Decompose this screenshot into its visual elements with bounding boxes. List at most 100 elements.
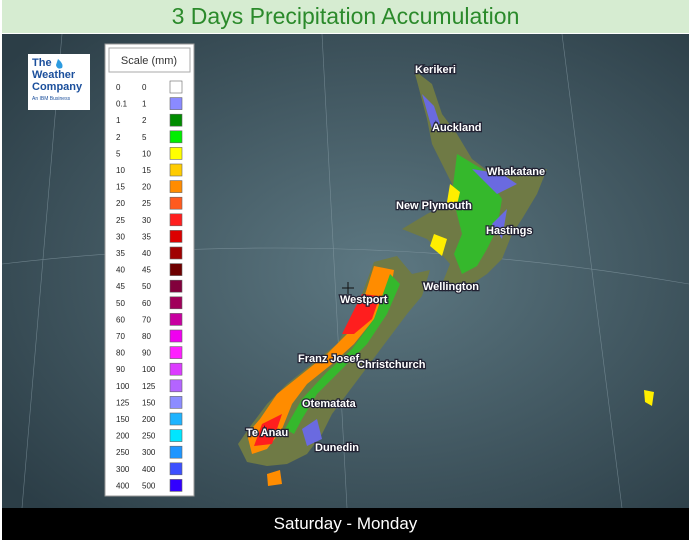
legend-from: 2 bbox=[116, 133, 121, 142]
legend-swatch bbox=[169, 412, 183, 426]
legend-from: 20 bbox=[116, 199, 125, 208]
city-labels: Kerikeri Auckland Whakatane New Plymouth Has… bbox=[245, 63, 547, 456]
legend-swatch bbox=[169, 263, 183, 276]
legend-from: 25 bbox=[116, 216, 125, 225]
legend-to: 45 bbox=[142, 266, 151, 275]
legend-swatch bbox=[169, 429, 183, 442]
legend-to: 30 bbox=[142, 216, 151, 225]
legend-to: 70 bbox=[142, 315, 151, 324]
legend-swatch bbox=[169, 479, 183, 492]
legend-from: 30 bbox=[116, 232, 125, 241]
city-label: Te Anau bbox=[246, 427, 288, 439]
legend-from: 0 bbox=[116, 83, 121, 92]
legend-to: 35 bbox=[142, 232, 151, 241]
city-label: Christchurch bbox=[357, 359, 426, 371]
legend-to: 250 bbox=[142, 432, 156, 441]
legend-swatch bbox=[169, 462, 183, 476]
legend-swatch bbox=[169, 163, 183, 177]
legend-from: 200 bbox=[116, 432, 130, 441]
legend-from: 90 bbox=[116, 365, 125, 374]
legend-to: 90 bbox=[142, 349, 151, 358]
legend-swatch bbox=[169, 362, 183, 376]
logo-text: Weather bbox=[32, 69, 76, 81]
legend-from: 250 bbox=[116, 448, 130, 457]
legend-from: 5 bbox=[116, 149, 121, 158]
legend-to: 25 bbox=[142, 199, 151, 208]
legend-from: 300 bbox=[116, 465, 130, 474]
legend-from: 70 bbox=[116, 332, 125, 341]
legend-swatch bbox=[169, 296, 183, 310]
city-label: Otematata bbox=[302, 398, 357, 410]
city-label: Kerikeri bbox=[415, 64, 456, 76]
legend-swatch bbox=[169, 80, 183, 94]
legend-from: 45 bbox=[116, 282, 125, 291]
city-label: Auckland bbox=[432, 122, 482, 134]
legend-to: 200 bbox=[142, 415, 156, 424]
legend-swatch bbox=[169, 97, 183, 110]
south-island bbox=[238, 256, 654, 486]
legend-swatch bbox=[169, 213, 183, 227]
logo-text: Company bbox=[32, 81, 83, 93]
legend-swatch bbox=[169, 246, 183, 260]
legend-swatch bbox=[169, 147, 183, 160]
logo-text: The bbox=[32, 57, 52, 69]
map: The Weather Company An IBM Business Scal… bbox=[2, 34, 689, 508]
city-label: New Plymouth bbox=[396, 200, 472, 212]
legend-swatch bbox=[169, 196, 183, 210]
legend-swatch bbox=[169, 130, 183, 144]
legend-from: 80 bbox=[116, 349, 125, 358]
legend-from: 50 bbox=[116, 299, 125, 308]
legend-to: 400 bbox=[142, 465, 156, 474]
legend-swatch bbox=[169, 230, 183, 243]
footer: Saturday - Monday bbox=[2, 508, 689, 540]
logo: The Weather Company An IBM Business bbox=[28, 54, 90, 110]
legend-to: 300 bbox=[142, 448, 156, 457]
north-island bbox=[402, 70, 547, 292]
legend-to: 60 bbox=[142, 299, 151, 308]
legend-to: 10 bbox=[142, 149, 151, 158]
legend-from: 400 bbox=[116, 481, 130, 490]
legend-to: 50 bbox=[142, 282, 151, 291]
legend-from: 125 bbox=[116, 398, 130, 407]
legend-title: Scale (mm) bbox=[121, 55, 177, 67]
legend-from: 15 bbox=[116, 183, 125, 192]
legend-to: 2 bbox=[142, 116, 147, 125]
legend-swatch bbox=[169, 445, 183, 459]
legend-from: 100 bbox=[116, 382, 130, 391]
legend-to: 40 bbox=[142, 249, 151, 258]
legend-from: 35 bbox=[116, 249, 125, 258]
legend-to: 5 bbox=[142, 133, 147, 142]
city-label: Franz Josef bbox=[298, 353, 359, 365]
legend-to: 80 bbox=[142, 332, 151, 341]
legend-to: 20 bbox=[142, 183, 151, 192]
legend-from: 0.1 bbox=[116, 100, 128, 109]
logo-tagline: An IBM Business bbox=[32, 96, 71, 102]
legend-to: 100 bbox=[142, 365, 156, 374]
city-label: Hastings bbox=[486, 225, 532, 237]
legend-to: 125 bbox=[142, 382, 156, 391]
graticule bbox=[2, 34, 689, 508]
legend-from: 60 bbox=[116, 315, 125, 324]
city-label: Wellington bbox=[423, 281, 479, 293]
legend-from: 10 bbox=[116, 166, 125, 175]
legend-to: 15 bbox=[142, 166, 151, 175]
legend-swatch bbox=[169, 113, 183, 127]
legend-from: 150 bbox=[116, 415, 130, 424]
crosshair bbox=[342, 282, 354, 294]
legend-swatch bbox=[169, 379, 183, 393]
title: 3 Days Precipitation Accumulation bbox=[2, 0, 689, 33]
legend-swatch bbox=[169, 313, 183, 326]
legend-swatch bbox=[169, 279, 183, 293]
legend-to: 150 bbox=[142, 398, 156, 407]
city-label: Westport bbox=[340, 294, 388, 306]
legend-from: 40 bbox=[116, 266, 125, 275]
legend-to: 500 bbox=[142, 481, 156, 490]
legend-to: 1 bbox=[142, 100, 147, 109]
legend-to: 0 bbox=[142, 83, 147, 92]
legend-swatch bbox=[169, 396, 183, 409]
city-label: Dunedin bbox=[315, 442, 359, 454]
legend-swatch bbox=[169, 329, 183, 343]
legend-swatch bbox=[169, 346, 183, 359]
